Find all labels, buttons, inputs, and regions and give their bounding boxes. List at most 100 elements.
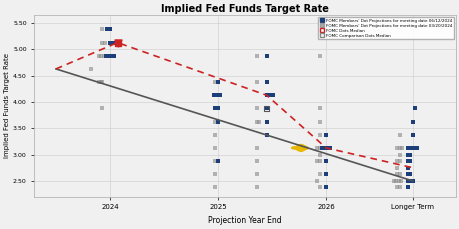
- Point: [322, 146, 329, 150]
- Point: [95, 80, 103, 84]
- Point: [313, 159, 320, 163]
- Point: [212, 93, 219, 97]
- Point: [406, 146, 413, 150]
- Point: [263, 120, 270, 123]
- Point: [114, 41, 121, 44]
- X-axis label: Projection Year End: Projection Year End: [208, 216, 281, 225]
- Point: [263, 93, 270, 97]
- Point: [104, 54, 111, 57]
- Point: [103, 28, 110, 31]
- Legend: FOMC Members' Dot Projections for meeting date 06/12/2024, FOMC Members' Dot Pro: FOMC Members' Dot Projections for meetin…: [318, 17, 453, 39]
- Point: [315, 185, 323, 189]
- Point: [111, 41, 118, 44]
- Point: [313, 146, 320, 150]
- Point: [99, 41, 106, 44]
- Point: [211, 133, 218, 136]
- Point: [315, 133, 323, 136]
- Point: [315, 120, 323, 123]
- Point: [315, 106, 323, 110]
- Point: [322, 185, 329, 189]
- Point: [406, 172, 413, 176]
- Point: [106, 41, 113, 44]
- Point: [408, 179, 415, 183]
- Point: [210, 93, 217, 97]
- Point: [253, 54, 260, 57]
- Title: Implied Fed Funds Target Rate: Implied Fed Funds Target Rate: [161, 4, 328, 14]
- Point: [322, 133, 329, 136]
- Point: [253, 106, 260, 110]
- Point: [392, 179, 399, 183]
- Point: [263, 106, 270, 110]
- Point: [395, 159, 403, 163]
- Point: [253, 172, 260, 176]
- Point: [397, 146, 404, 150]
- Point: [393, 146, 400, 150]
- Point: [324, 146, 331, 150]
- Point: [395, 146, 403, 150]
- Point: [214, 80, 221, 84]
- Point: [393, 159, 400, 163]
- Point: [395, 133, 403, 136]
- Point: [211, 106, 218, 110]
- Point: [404, 146, 411, 150]
- Point: [318, 146, 325, 150]
- Point: [214, 106, 221, 110]
- Point: [322, 159, 329, 163]
- Point: [393, 166, 400, 169]
- Point: [264, 93, 272, 97]
- Point: [102, 54, 109, 57]
- Point: [97, 80, 105, 84]
- Point: [95, 54, 103, 57]
- Point: [395, 172, 403, 176]
- Point: [263, 54, 270, 57]
- Point: [408, 133, 415, 136]
- Point: [99, 28, 106, 31]
- Point: [100, 54, 107, 57]
- Point: [108, 54, 116, 57]
- Point: [395, 153, 403, 156]
- Point: [390, 179, 397, 183]
- Point: [404, 166, 411, 169]
- Point: [269, 93, 276, 97]
- Point: [211, 159, 218, 163]
- Point: [211, 146, 218, 150]
- Point: [87, 67, 94, 71]
- Point: [319, 146, 327, 150]
- Point: [111, 54, 118, 57]
- Point: [99, 106, 106, 110]
- Point: [104, 54, 111, 57]
- Point: [315, 159, 323, 163]
- Point: [396, 179, 403, 183]
- Point: [253, 159, 260, 163]
- Point: [211, 93, 218, 97]
- Point: [404, 172, 411, 176]
- Point: [326, 146, 333, 150]
- Point: [394, 179, 401, 183]
- Point: [106, 28, 113, 31]
- Point: [408, 120, 415, 123]
- Point: [211, 80, 218, 84]
- Point: [406, 159, 413, 163]
- Point: [263, 106, 270, 110]
- Point: [322, 172, 329, 176]
- Point: [404, 185, 411, 189]
- Point: [410, 106, 418, 110]
- Point: [412, 146, 420, 150]
- Point: [97, 54, 105, 57]
- Point: [267, 93, 274, 97]
- Point: [406, 179, 413, 183]
- Point: [102, 54, 109, 57]
- Point: [404, 179, 411, 183]
- Point: [393, 185, 400, 189]
- Point: [315, 172, 323, 176]
- Point: [404, 153, 411, 156]
- Point: [408, 146, 415, 150]
- Point: [211, 172, 218, 176]
- Point: [213, 106, 220, 110]
- Point: [211, 185, 218, 189]
- Point: [255, 120, 262, 123]
- Point: [313, 179, 320, 183]
- Point: [315, 54, 323, 57]
- Point: [315, 153, 323, 156]
- Point: [214, 120, 221, 123]
